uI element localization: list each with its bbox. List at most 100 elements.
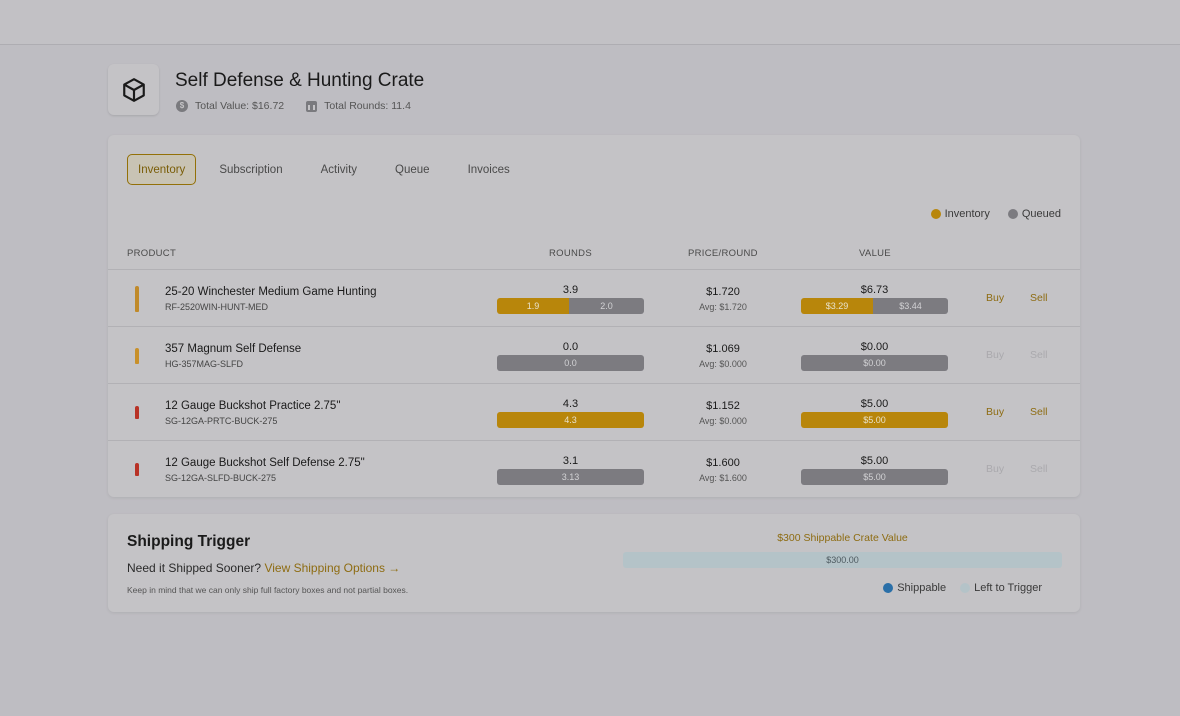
tab-inventory[interactable]: Inventory [127, 154, 197, 185]
sell-button[interactable]: Sell [1030, 292, 1048, 304]
product-name: 25-20 Winchester Medium Game Hunting [165, 286, 377, 298]
box-icon [108, 64, 159, 115]
rounds-total: 0.0 [562, 341, 579, 353]
rounds-total: 3.9 [562, 284, 579, 296]
value-bar-queued-segment: $5.00 [801, 469, 948, 485]
value-bar: $5.00 [801, 412, 948, 428]
avg-price: Avg: $1.720 [699, 302, 747, 312]
legend-queued: Queued [1007, 208, 1061, 220]
value-bar-queued-segment: $3.44 [873, 298, 948, 314]
rounds-total: 4.3 [562, 398, 579, 410]
shipping-question: Need it Shipped Sooner? View Shipping Op… [127, 561, 400, 575]
legend-left-label: Left to Trigger [974, 582, 1042, 594]
value-bar-inventory-segment: $5.00 [801, 412, 948, 428]
buy-button[interactable]: Buy [986, 349, 1005, 361]
legend-left: Left to Trigger [960, 582, 1042, 594]
shippable-dot-icon [883, 583, 894, 593]
rounds-bar: 4.3 [497, 412, 644, 428]
shipping-bar-value: $300.00 [826, 555, 859, 565]
tab-subscription[interactable]: Subscription [219, 163, 283, 176]
product-sku: SG-12GA-PRTC-BUCK-275 [165, 416, 278, 426]
sell-button[interactable]: Sell [1030, 463, 1048, 475]
page-title: Self Defense & Hunting Crate [175, 70, 425, 91]
price-per-round: $1.600 [706, 457, 740, 469]
rounds-bar-queued-segment: 0.0 [497, 355, 644, 371]
avg-price: Avg: $0.000 [699, 416, 747, 426]
tab-queue[interactable]: Queue [395, 163, 430, 176]
view-shipping-options-link[interactable]: View Shipping Options → [264, 561, 401, 575]
product-name: 357 Magnum Self Defense [165, 343, 302, 355]
product-name: 12 Gauge Buckshot Practice 2.75" [165, 400, 341, 412]
rounds-bar-queued-segment: 2.0 [569, 298, 644, 314]
tab-invoices[interactable]: Invoices [467, 163, 510, 176]
price-per-round: $1.152 [706, 400, 740, 412]
buy-button[interactable]: Buy [986, 292, 1005, 304]
sell-button[interactable]: Sell [1030, 406, 1048, 418]
tab-bar: Inventory Subscription Activity Queue In… [127, 154, 529, 185]
rounds-bar: 3.13 [497, 469, 644, 485]
shipping-progress-bar: $300.00 [623, 552, 1062, 568]
value-total: $5.00 [860, 455, 889, 467]
legend-shippable-label: Shippable [897, 582, 947, 594]
queued-dot-icon [1007, 209, 1018, 219]
total-rounds-text: Total Rounds: 11.4 [324, 100, 411, 112]
product-name: 12 Gauge Buckshot Self Defense 2.75" [165, 457, 365, 469]
rounds-bar-queued-segment: 3.13 [497, 469, 644, 485]
ammo-bullet-icon [135, 286, 139, 312]
shipping-question-text: Need it Shipped Sooner? [127, 561, 262, 575]
bar-chart-icon [306, 100, 318, 112]
product-sku: HG-357MAG-SLFD [165, 359, 244, 369]
price-per-round: $1.720 [706, 286, 740, 298]
tab-activity[interactable]: Activity [320, 163, 358, 176]
inventory-dot-icon [930, 209, 941, 219]
total-rounds: Total Rounds: 11.4 [306, 100, 411, 112]
value-bar-queued-segment: $0.00 [801, 355, 948, 371]
table-row: 25-20 Winchester Medium Game Hunting RF-2… [108, 269, 1080, 326]
buy-button[interactable]: Buy [986, 463, 1005, 475]
legend-inventory-label: Inventory [944, 208, 990, 220]
header-product: PRODUCT [127, 248, 177, 259]
sell-button[interactable]: Sell [1030, 349, 1048, 361]
header-value: VALUE [859, 248, 891, 259]
left-dot-icon [960, 583, 971, 593]
value-total: $5.00 [860, 398, 889, 410]
header-rounds: ROUNDS [549, 248, 592, 259]
table-row: 12 Gauge Buckshot Self Defense 2.75" SG-1… [108, 440, 1080, 497]
price-per-round: $1.069 [706, 343, 740, 355]
legend-shippable: Shippable [883, 582, 946, 594]
header-price: PRICE/ROUND [688, 248, 758, 259]
shipping-trigger-card: Shipping Trigger Need it Shipped Sooner?… [108, 514, 1080, 612]
buy-button[interactable]: Buy [986, 406, 1005, 418]
shipping-legend: Shippable Left to Trigger [883, 582, 1042, 594]
table-row: 12 Gauge Buckshot Practice 2.75" SG-12GA-… [108, 383, 1080, 440]
value-bar-inventory-segment: $3.29 [801, 298, 874, 314]
product-sku: SG-12GA-SLFD-BUCK-275 [165, 473, 277, 483]
table-header: PRODUCT ROUNDS PRICE/ROUND VALUE [108, 248, 1080, 270]
crate-meta: $ Total Value: $16.72 Total Rounds: 11.4 [176, 100, 411, 112]
value-bar: $3.29 $3.44 [801, 298, 948, 314]
ammo-bullet-icon [135, 406, 139, 419]
rounds-bar: 0.0 [497, 355, 644, 371]
crate-header: Self Defense & Hunting Crate $ Total Val… [108, 64, 1080, 118]
legend-queued-label: Queued [1021, 208, 1061, 220]
rounds-total: 3.1 [562, 455, 579, 467]
legend-inventory: Inventory [930, 208, 990, 220]
shipping-note: Keep in mind that we can only ship full … [127, 585, 409, 595]
total-value: $ Total Value: $16.72 [176, 100, 284, 112]
top-nav-bar [0, 0, 1180, 45]
product-sku: RF-2520WIN-HUNT-MED [165, 302, 269, 312]
total-value-text: Total Value: $16.72 [195, 100, 285, 112]
trigger-label: $300 Shippable Crate Value [777, 532, 908, 544]
inventory-card: Inventory Subscription Activity Queue In… [108, 135, 1080, 497]
avg-price: Avg: $0.000 [699, 359, 747, 369]
ammo-bullet-icon [135, 348, 139, 364]
shipping-title: Shipping Trigger [127, 533, 251, 550]
table-row: 357 Magnum Self Defense HG-357MAG-SLFD 0.0… [108, 326, 1080, 383]
rounds-bar-inventory-segment: 4.3 [497, 412, 644, 428]
dollar-icon: $ [176, 100, 188, 112]
chart-legend: Inventory Queued [930, 208, 1061, 220]
rounds-bar: 1.9 2.0 [497, 298, 644, 314]
value-total: $0.00 [860, 341, 889, 353]
value-bar: $5.00 [801, 469, 948, 485]
ammo-bullet-icon [135, 463, 139, 476]
